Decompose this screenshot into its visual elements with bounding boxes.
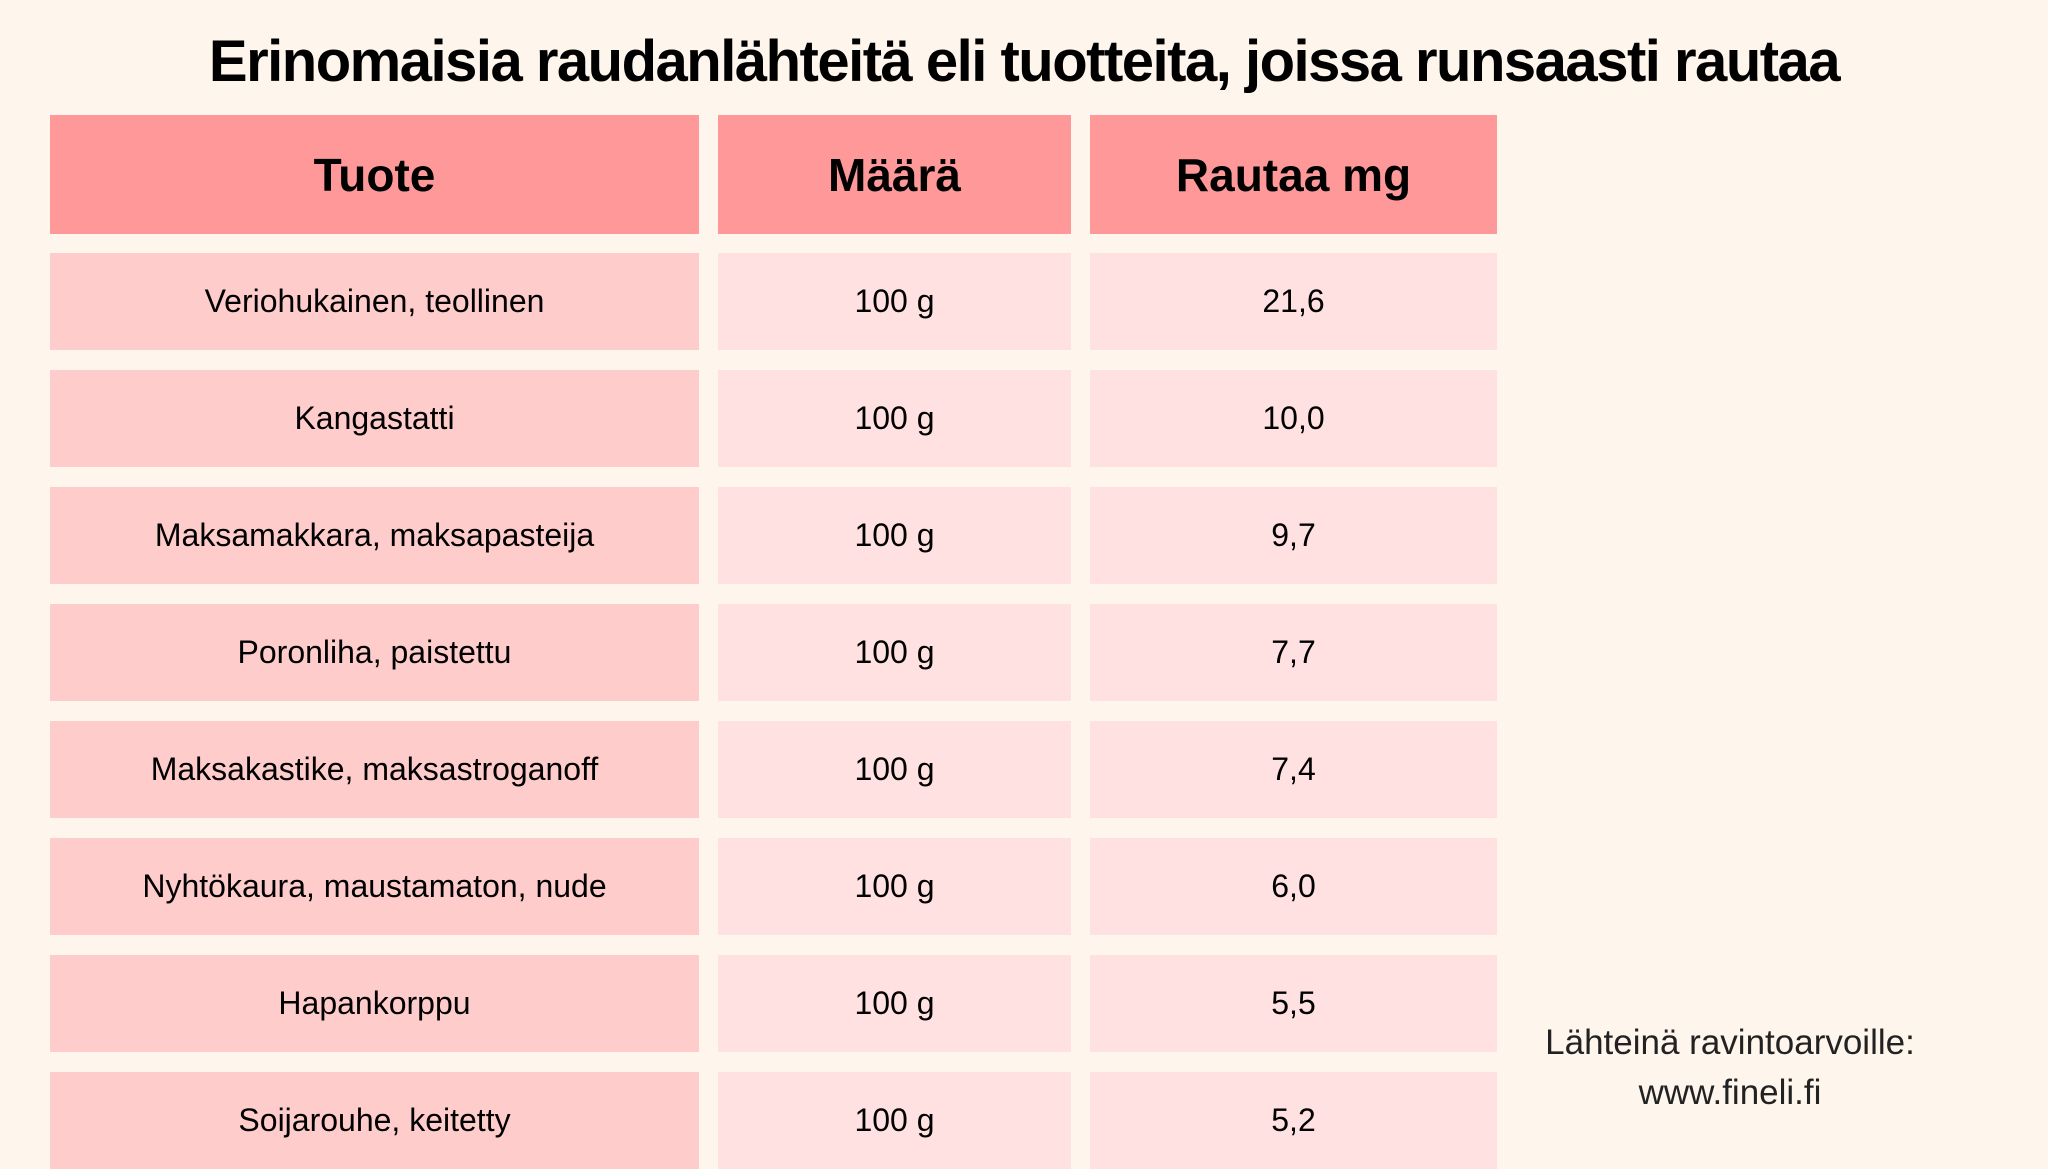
- iron-cell: 7,7: [1090, 604, 1497, 701]
- amount-cell: 100 g: [718, 838, 1071, 935]
- iron-cell: 21,6: [1090, 253, 1497, 350]
- product-cell: Poronliha, paistettu: [50, 604, 699, 701]
- iron-cell: 10,0: [1090, 370, 1497, 467]
- amount-cell: 100 g: [718, 370, 1071, 467]
- iron-cell: 7,4: [1090, 721, 1497, 818]
- source-note: Lähteinä ravintoarvoille: www.fineli.fi: [1480, 1018, 1980, 1118]
- header-amount: Määrä: [718, 115, 1071, 234]
- amount-cell: 100 g: [718, 955, 1071, 1052]
- amount-cell: 100 g: [718, 253, 1071, 350]
- iron-cell: 5,2: [1090, 1072, 1497, 1169]
- amount-cell: 100 g: [718, 721, 1071, 818]
- product-cell: Kangastatti: [50, 370, 699, 467]
- source-label: Lähteinä ravintoarvoille:: [1545, 1023, 1915, 1062]
- iron-cell: 6,0: [1090, 838, 1497, 935]
- page-title: Erinomaisia raudanlähteitä eli tuotteita…: [208, 29, 1841, 94]
- amount-cell: 100 g: [718, 1072, 1071, 1169]
- amount-cell: 100 g: [718, 487, 1071, 584]
- product-cell: Soijarouhe, keitetty: [50, 1072, 699, 1169]
- iron-cell: 9,7: [1090, 487, 1497, 584]
- source-link[interactable]: www.fineli.fi: [1638, 1073, 1822, 1112]
- product-cell: Hapankorppu: [50, 955, 699, 1052]
- product-cell: Maksakastike, maksastroganoff: [50, 721, 699, 818]
- product-cell: Maksamakkara, maksapasteija: [50, 487, 699, 584]
- header-product: Tuote: [50, 115, 699, 234]
- amount-cell: 100 g: [718, 604, 1071, 701]
- product-cell: Nyhtökaura, maustamaton, nude: [50, 838, 699, 935]
- iron-cell: 5,5: [1090, 955, 1497, 1052]
- product-cell: Veriohukainen, teollinen: [50, 253, 699, 350]
- header-iron: Rautaa mg: [1090, 115, 1497, 234]
